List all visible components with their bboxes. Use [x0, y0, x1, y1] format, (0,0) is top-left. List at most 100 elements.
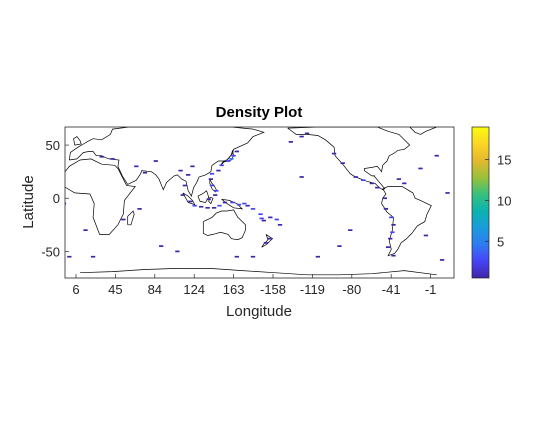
density-cell-28	[274, 218, 279, 221]
x-tick-label-8: -41	[382, 282, 401, 297]
density-cell-60	[382, 197, 387, 200]
density-cell-4	[219, 164, 224, 167]
density-cell-36	[178, 169, 183, 172]
coastline-india-sea-islands	[182, 192, 196, 206]
density-cell-40	[99, 155, 104, 158]
density-cell-68	[396, 178, 402, 180]
coastline-antarctica-1	[80, 268, 275, 274]
density-cell-15	[205, 206, 210, 209]
x-axis-label: Longitude	[226, 303, 292, 320]
density-cell-73	[65, 202, 67, 205]
density-cell-24	[258, 213, 263, 216]
chart-title: Density Plot	[216, 104, 303, 121]
density-cell-70	[418, 167, 423, 170]
density-cell-74	[423, 234, 429, 237]
density-cell-30	[267, 237, 272, 240]
density-cell-44	[159, 245, 164, 247]
density-cell-35	[190, 165, 195, 168]
density-cell-31	[263, 242, 269, 244]
density-cell-29	[277, 223, 283, 226]
density-cell-79	[348, 229, 353, 231]
x-tick-label-7: -80	[342, 282, 361, 297]
colorbar-tick-label-1: 10	[497, 193, 511, 208]
coastline-japan	[220, 150, 234, 166]
colorbar-fill	[471, 126, 490, 279]
coastline-africa	[65, 158, 136, 235]
coastline-north-america	[287, 127, 411, 191]
density-cell-78	[315, 255, 321, 258]
colorbar-tick-label-2: 15	[497, 153, 511, 168]
density-cell-34	[186, 174, 191, 176]
density-cell-32	[180, 194, 185, 196]
x-tick-label-3: 124	[183, 282, 205, 297]
density-cell-9	[214, 189, 219, 192]
density-cell-38	[134, 165, 139, 168]
plot-area: 6 45 84 124 163 -158 -119 -80 -41 -1 50 0 -50	[41, 126, 455, 297]
density-cell-69	[402, 182, 407, 185]
density-cell-50	[299, 176, 304, 178]
density-cell-61	[383, 208, 389, 210]
density-cell-67	[391, 254, 396, 257]
density-cell-37	[153, 160, 158, 162]
density-cell-10	[213, 194, 218, 196]
density-cell-46	[90, 255, 96, 258]
density-cell-33	[182, 184, 188, 187]
density-cell-21	[242, 202, 247, 205]
x-tick-label-9: -1	[425, 282, 437, 297]
density-cell-18	[222, 201, 228, 204]
density-cell-57	[361, 179, 366, 182]
density-cell-75	[439, 259, 445, 261]
density-cell-47	[83, 229, 88, 231]
density-cell-55	[340, 162, 345, 164]
colorbar-tick-label-0: 5	[497, 234, 504, 249]
coastline-new-zealand	[261, 234, 274, 248]
density-cell-16	[211, 206, 217, 209]
density-cell-42	[121, 218, 126, 221]
coastline-south-america	[381, 186, 432, 257]
density-cell-63	[391, 223, 396, 226]
y-tick-label-0: 50	[46, 138, 60, 153]
density-cell-71	[434, 154, 439, 157]
density-cell-72	[445, 192, 450, 194]
density-cell-39	[110, 158, 115, 160]
x-tick-label-0: 6	[72, 282, 79, 297]
density-cell-26	[261, 219, 266, 222]
y-tick-label-1: 0	[53, 191, 60, 206]
plot-box	[64, 126, 455, 279]
density-cell-5	[216, 169, 221, 172]
density-cell-23	[250, 208, 256, 210]
density-cell-12	[188, 200, 193, 203]
density-cell-14	[198, 205, 204, 208]
density-cell-1	[229, 158, 234, 160]
density-cell-62	[389, 216, 394, 219]
coastline-europe-asia	[68, 127, 265, 197]
density-cell-8	[209, 184, 215, 187]
coastline-uk	[73, 136, 82, 146]
density-cell-51	[299, 135, 304, 138]
x-tick-label-5: -158	[260, 282, 286, 297]
x-tick-label-6: -119	[300, 282, 325, 297]
density-cell-3	[234, 150, 239, 153]
density-cell-45	[175, 250, 180, 253]
coastline-australia	[202, 209, 246, 241]
x-tick-label-2: 84	[148, 282, 162, 297]
coastline-greenland-edge	[409, 127, 437, 135]
density-cell-19	[230, 201, 235, 204]
coastline-antarctica-0	[274, 270, 437, 276]
density-cell-64	[390, 231, 395, 234]
density-cell-27	[268, 216, 273, 219]
coastline-madagascar	[127, 210, 135, 226]
density-cell-66	[385, 246, 391, 249]
density-cell-77	[337, 245, 342, 247]
density-cell-76	[67, 255, 72, 258]
density-cells	[65, 132, 450, 261]
density-cell-53	[304, 132, 310, 135]
coastlines	[65, 127, 437, 276]
density-cell-20	[236, 203, 242, 206]
density-cell-49	[250, 255, 256, 258]
density-cell-52	[288, 141, 293, 143]
density-cell-48	[234, 255, 239, 258]
y-axis-label: Latitude	[20, 175, 37, 228]
density-cell-22	[245, 204, 250, 207]
